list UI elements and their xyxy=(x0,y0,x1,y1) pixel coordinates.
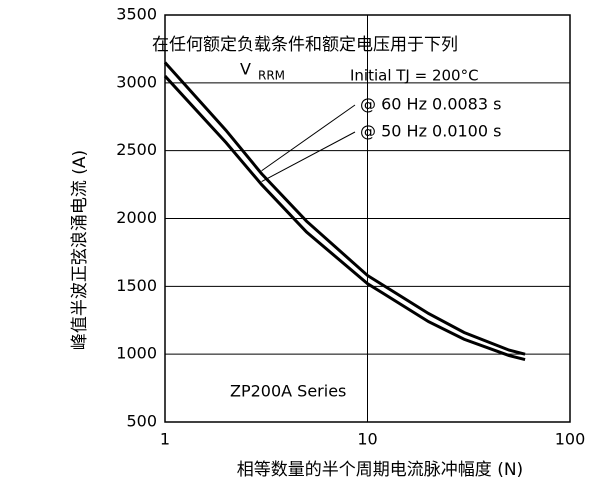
legend-leader xyxy=(261,131,356,183)
y-tick-label: 1500 xyxy=(116,276,157,295)
series-line xyxy=(163,75,526,362)
y-tick-label: 2500 xyxy=(116,140,157,159)
annotation: RRM xyxy=(258,69,285,83)
y-tick-label: 3000 xyxy=(116,72,157,91)
y-tick-label: 2000 xyxy=(116,208,157,227)
legend-leader xyxy=(261,104,356,172)
y-tick-label: 500 xyxy=(126,412,157,431)
annotation: Initial TJ = 200°C xyxy=(350,67,479,85)
annotation: ZP200A Series xyxy=(230,382,346,401)
chart-title: 在任何额定负载条件和额定电压用于下列 xyxy=(152,35,458,55)
legend-label: @ 50 Hz 0.0100 s xyxy=(360,122,501,141)
x-axis-label: 相等数量的半个周期电流脉冲幅度 (N) xyxy=(237,460,523,480)
legend-label: @ 60 Hz 0.0083 s xyxy=(360,95,501,114)
y-tick-label: 3500 xyxy=(116,5,157,24)
series-line xyxy=(163,61,526,356)
x-tick-label: 1 xyxy=(160,430,170,449)
x-tick-label: 10 xyxy=(357,430,377,449)
x-tick-label: 100 xyxy=(555,430,586,449)
y-axis-label: 峰值半波正弦浪涌电流 (A) xyxy=(70,150,90,350)
y-tick-label: 1000 xyxy=(116,344,157,363)
annotation: V xyxy=(240,60,251,79)
